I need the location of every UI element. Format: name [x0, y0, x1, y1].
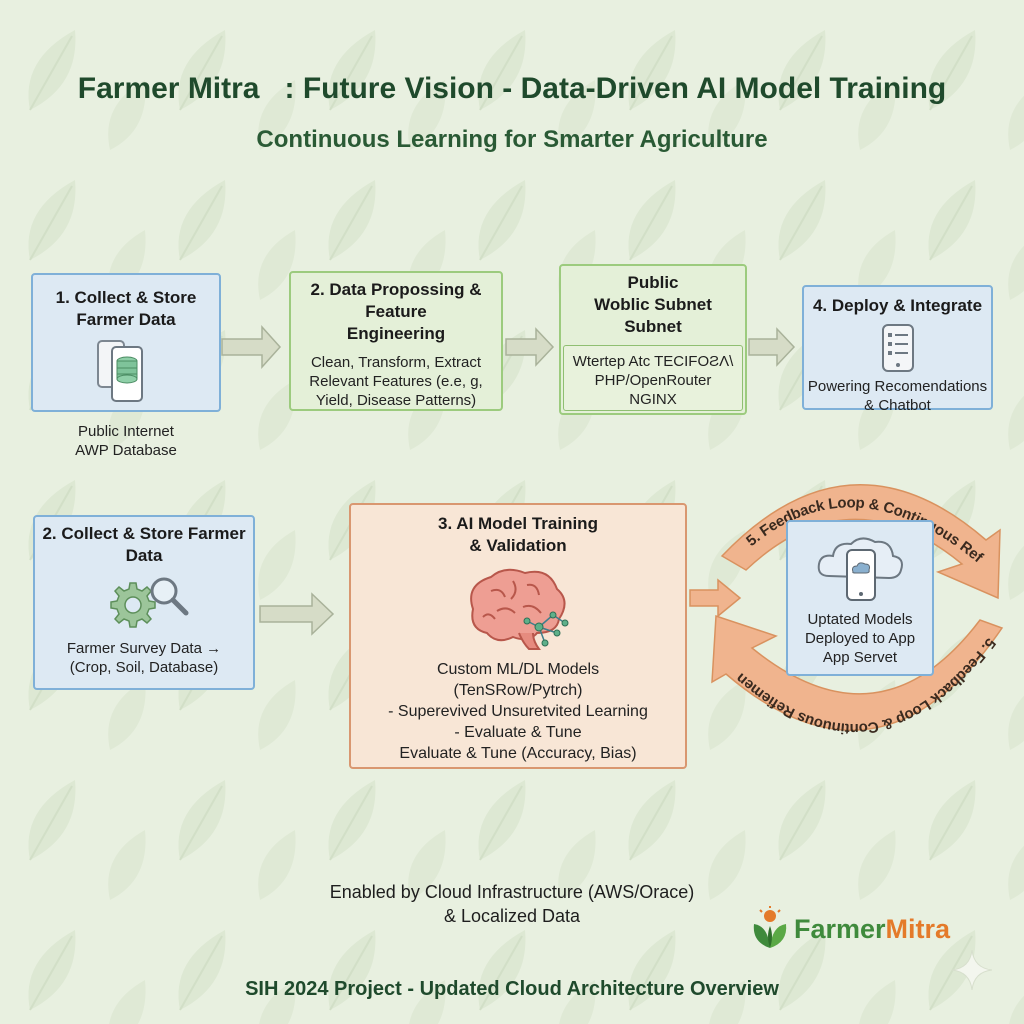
page-subtitle: Continuous Learning for Smarter Agricult…	[256, 126, 768, 153]
phone-database-icon	[97, 340, 143, 402]
updated-models-box: Uptated Models Deployed to App App Serve…	[786, 520, 934, 676]
arrow-step2-to-subnet	[505, 327, 555, 367]
infrastructure-note: Enabled by Cloud Infrastructure (AWS/Ora…	[329, 882, 695, 926]
feedback-arc-bottom	[711, 614, 1004, 731]
logo-word-mitra: Mitra	[885, 914, 951, 944]
arrow-training-to-feedback	[689, 578, 742, 618]
step4-deploy-box: 4. Deploy & Integrate Powering Recomenda…	[802, 285, 993, 414]
subnet-server-stack-box: Wtertep Atc TECIFOƧΛ\ PHP/OpenRouter NGI…	[563, 345, 743, 411]
arrow-subnet-to-deploy	[748, 327, 796, 367]
step3-description: Custom ML/DL Models (TenSRow/Pytrch) - S…	[388, 661, 648, 762]
step1-caption: Public Internet AWP Database	[75, 423, 177, 459]
logo-word-farmer: Farmer	[794, 914, 886, 944]
step1-title: 1. Collect & Store Farmer Data	[55, 288, 197, 329]
brain-network-icon	[470, 568, 569, 650]
subnet-server-stack: Wtertep Atc TECIFOƧΛ\ PHP/OpenRouter NGI…	[572, 353, 734, 408]
survey-title: 2. Collect & Store Farmer Data	[42, 524, 246, 565]
step2-description: Clean, Transform, Extract Relevant Featu…	[309, 354, 483, 409]
step1-collect-store-box: 1. Collect & Store Farmer Data	[31, 273, 221, 412]
page-title: Farmer Mitra : Future Vision - Data-Driv…	[77, 72, 947, 105]
arrow-survey-to-training	[259, 592, 335, 636]
gear-search-icon	[110, 577, 189, 628]
step4-description: Powering Recomendations & Chatbot	[807, 378, 988, 414]
cloud-phone-icon	[817, 537, 903, 601]
project-footer: SIH 2024 Project - Updated Cloud Archite…	[245, 978, 779, 1000]
updated-models-text: Uptated Models Deployed to App App Serve…	[804, 611, 916, 666]
step3-training-box: 3. AI Model Training & Validation Custom…	[349, 503, 687, 769]
step2-title: 2. Data Propossing & Feature Engineering	[310, 280, 482, 343]
step3-title: 3. AI Model Training & Validation	[438, 514, 598, 555]
survey-description: Farmer Survey Data → (Crop, Soil, Databa…	[66, 640, 222, 676]
subnet-title: Public Woblic Subnet Subnet	[594, 273, 712, 336]
step4-title: 4. Deploy & Integrate	[812, 296, 983, 315]
sparkle-icon	[951, 949, 993, 991]
survey-collect-box: 2. Collect & Store Farmer Data Farmer Su…	[33, 515, 255, 690]
mobile-app-icon	[881, 324, 914, 372]
arrow-step1-to-step2	[221, 325, 282, 369]
farmer-mitra-logo-icon	[753, 906, 787, 948]
farmer-mitra-logo-text: FarmerMitra	[794, 914, 950, 945]
step2-preprocessing-box: 2. Data Propossing & Feature Engineering…	[289, 271, 503, 411]
